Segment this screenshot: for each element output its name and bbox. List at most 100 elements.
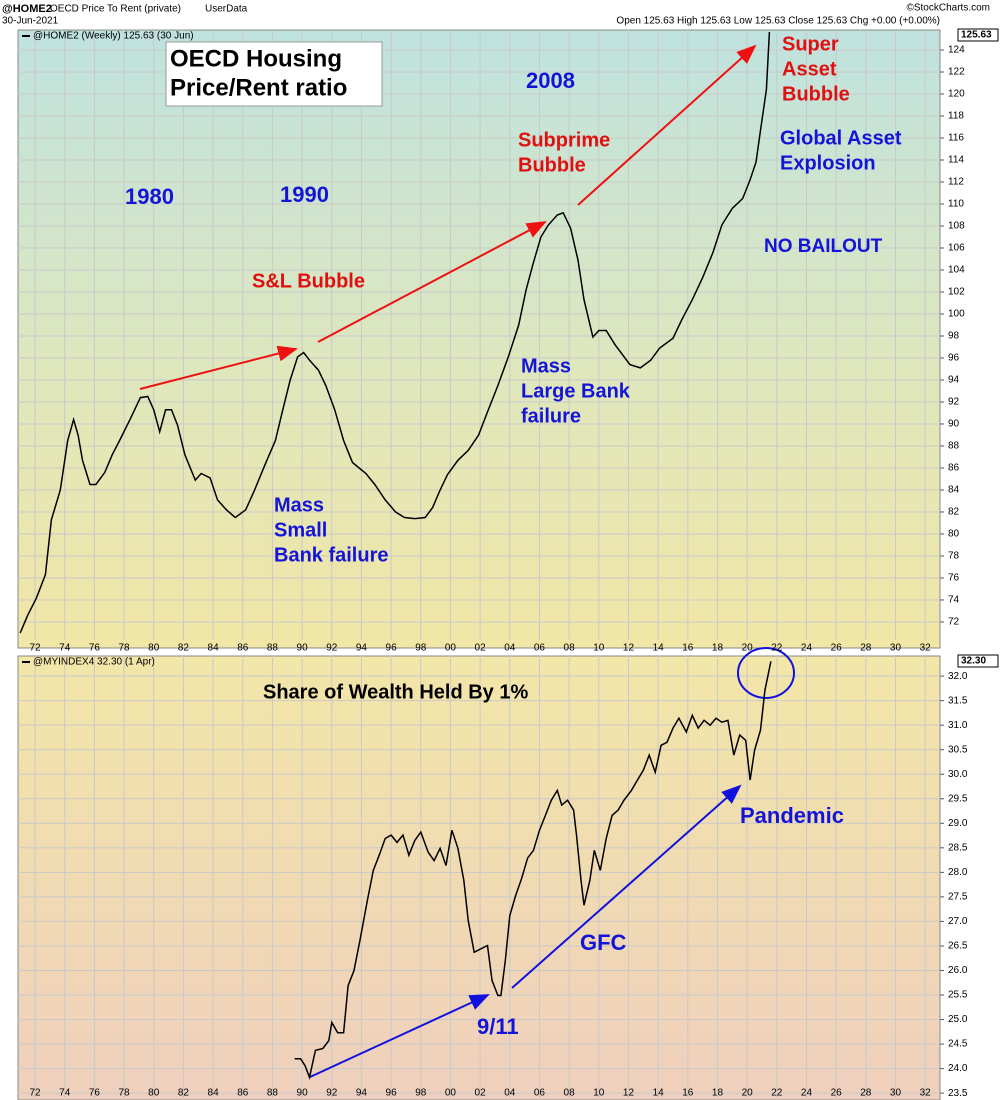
y-tick-label: 110 — [948, 199, 964, 210]
x-tick-label: 82 — [178, 1088, 190, 1099]
x-tick-label: 06 — [534, 643, 546, 654]
credit: ©StockCharts.com — [906, 3, 990, 14]
annotation: Explosion — [780, 152, 876, 174]
symbol: @HOME2 — [2, 3, 52, 15]
x-tick-label: 18 — [712, 643, 724, 654]
x-tick-label: 84 — [208, 1088, 220, 1099]
y-tick-label: 94 — [948, 375, 960, 386]
x-tick-label: 86 — [237, 1088, 249, 1099]
x-tick-label: 30 — [890, 1088, 902, 1099]
annotation: Share of Wealth Held By 1% — [263, 681, 528, 703]
y-tick-label: 120 — [948, 89, 965, 100]
x-tick-label: 16 — [682, 1088, 694, 1099]
x-tick-label: 32 — [920, 643, 932, 654]
y-tick-label: 106 — [948, 243, 965, 254]
x-tick-label: 74 — [59, 1088, 71, 1099]
y-tick-label: 25.0 — [948, 1014, 968, 1025]
annotation: NO BAILOUT — [764, 236, 883, 257]
x-tick-label: 00 — [445, 643, 457, 654]
x-tick-label: 08 — [564, 643, 576, 654]
legend-label: @MYINDEX4 32.30 (1 Apr) — [33, 657, 155, 668]
title-box — [165, 41, 383, 107]
x-tick-label: 92 — [326, 1088, 338, 1099]
y-tick-label: 96 — [948, 353, 960, 364]
x-tick-label: 26 — [831, 1088, 843, 1099]
series-name: OECD Price To Rent (private) — [50, 4, 181, 15]
y-tick-label: 27.0 — [948, 916, 968, 927]
x-tick-label: 94 — [356, 1088, 368, 1099]
x-tick-label: 22 — [771, 643, 783, 654]
x-tick-label: 20 — [742, 1088, 754, 1099]
x-tick-label: 74 — [59, 643, 71, 654]
y-tick-label: 27.5 — [948, 892, 968, 903]
annotation: Super — [782, 33, 839, 55]
y-tick-label: 90 — [948, 419, 960, 430]
y-tick-label: 23.5 — [948, 1088, 968, 1099]
last-value-label: 32.30 — [961, 656, 986, 667]
x-tick-label: 16 — [682, 643, 694, 654]
arrow — [309, 994, 490, 1078]
x-tick-label: 12 — [623, 1088, 635, 1099]
y-tick-label: 108 — [948, 221, 965, 232]
x-tick-label: 78 — [119, 643, 131, 654]
y-tick-label: 84 — [948, 485, 960, 496]
y-tick-label: 24.0 — [948, 1063, 968, 1074]
annotation: Global Asset — [780, 127, 902, 149]
x-tick-label: 90 — [297, 643, 309, 654]
x-tick-label: 26 — [831, 643, 843, 654]
x-tick-label: 82 — [178, 643, 190, 654]
annotation: 1980 — [125, 184, 174, 209]
y-tick-label: 82 — [948, 507, 960, 518]
annotation: OECD Housing — [170, 45, 342, 72]
y-tick-label: 26.5 — [948, 941, 968, 952]
x-tick-label: 24 — [801, 643, 813, 654]
annotation: 1990 — [280, 182, 329, 207]
annotation: Mass — [274, 494, 324, 516]
annotation: Bubble — [518, 154, 586, 176]
y-tick-label: 88 — [948, 441, 960, 452]
x-tick-label: 20 — [742, 643, 754, 654]
y-tick-label: 30.0 — [948, 769, 968, 780]
x-tick-label: 24 — [801, 1088, 813, 1099]
last-value-box — [957, 654, 999, 668]
arrow — [139, 345, 298, 390]
x-tick-label: 80 — [148, 1088, 160, 1099]
x-tick-label: 94 — [356, 643, 368, 654]
x-tick-label: 06 — [534, 1088, 546, 1099]
x-tick-label: 32 — [920, 1088, 932, 1099]
y-tick-label: 122 — [948, 67, 965, 78]
annotation: S&L Bubble — [252, 270, 365, 292]
y-tick-label: 29.0 — [948, 818, 968, 829]
x-tick-label: 10 — [593, 643, 605, 654]
x-tick-label: 14 — [653, 643, 665, 654]
grid — [18, 30, 940, 1100]
annotation: 9/11 — [477, 1014, 519, 1039]
x-tick-label: 90 — [297, 1088, 309, 1099]
y-tick-label: 118 — [948, 111, 964, 122]
series-line — [294, 661, 772, 1081]
x-tick-label: 04 — [504, 643, 516, 654]
x-tick-label: 80 — [148, 643, 160, 654]
x-tick-label: 08 — [564, 1088, 576, 1099]
annotation: Bubble — [782, 83, 850, 105]
y-tick-label: 29.5 — [948, 793, 968, 804]
x-tick-label: 10 — [593, 1088, 605, 1099]
y-tick-label: 86 — [948, 463, 960, 474]
annotation: GFC — [580, 930, 627, 955]
x-tick-label: 96 — [386, 1088, 398, 1099]
x-tick-label: 78 — [119, 1088, 131, 1099]
x-tick-label: 84 — [208, 643, 220, 654]
series-line — [19, 32, 771, 634]
x-tick-label: 88 — [267, 1088, 279, 1099]
legend-label: @HOME2 (Weekly) 125.63 (30 Jun) — [33, 31, 194, 42]
x-tick-label: 28 — [860, 643, 872, 654]
y-tick-label: 31.5 — [948, 695, 968, 706]
last-value-label: 125.63 — [961, 30, 992, 41]
annotation: Price/Rent ratio — [170, 74, 347, 101]
x-tick-label: 72 — [29, 1088, 41, 1099]
panel-background — [17, 655, 941, 1100]
y-tick-label: 100 — [948, 309, 965, 320]
y-tick-label: 72 — [948, 617, 960, 628]
x-tick-label: 72 — [29, 643, 41, 654]
